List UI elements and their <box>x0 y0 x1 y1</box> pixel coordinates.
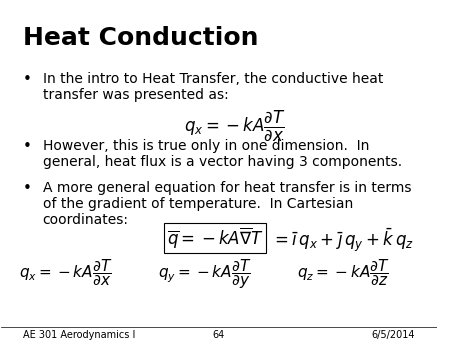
Text: •: • <box>23 72 32 87</box>
Text: A more general equation for heat transfer is in terms: A more general equation for heat transfe… <box>43 181 411 195</box>
Text: Heat Conduction: Heat Conduction <box>23 26 259 50</box>
Text: coordinates:: coordinates: <box>43 213 129 227</box>
Text: transfer was presented as:: transfer was presented as: <box>43 88 228 102</box>
Text: $q_x = -kA\dfrac{\partial T}{\partial x}$: $q_x = -kA\dfrac{\partial T}{\partial x}… <box>19 257 112 288</box>
Text: $q_z = -kA\dfrac{\partial T}{\partial z}$: $q_z = -kA\dfrac{\partial T}{\partial z}… <box>297 257 390 288</box>
Text: $= \bar{\imath}\,q_x + \bar{\jmath}\,q_y + \bar{k}\,q_z$: $= \bar{\imath}\,q_x + \bar{\jmath}\,q_y… <box>271 226 414 254</box>
Text: AE 301 Aerodynamics I: AE 301 Aerodynamics I <box>23 329 136 339</box>
Text: 6/5/2014: 6/5/2014 <box>371 329 415 339</box>
Text: In the intro to Heat Transfer, the conductive heat: In the intro to Heat Transfer, the condu… <box>43 72 383 86</box>
Text: of the gradient of temperature.  In Cartesian: of the gradient of temperature. In Carte… <box>43 197 353 211</box>
Text: $\overline{q} = -kA\overline{\nabla}T$: $\overline{q} = -kA\overline{\nabla}T$ <box>167 225 264 250</box>
Text: general, heat flux is a vector having 3 components.: general, heat flux is a vector having 3 … <box>43 155 402 169</box>
Text: •: • <box>23 181 32 196</box>
Text: $q_y = -kA\dfrac{\partial T}{\partial y}$: $q_y = -kA\dfrac{\partial T}{\partial y}… <box>158 257 251 290</box>
Text: $q_x = -kA\dfrac{\partial T}{\partial x}$: $q_x = -kA\dfrac{\partial T}{\partial x}… <box>184 109 286 143</box>
Text: However, this is true only in one dimension.  In: However, this is true only in one dimens… <box>43 139 369 153</box>
Text: 64: 64 <box>213 329 225 339</box>
Text: •: • <box>23 139 32 154</box>
